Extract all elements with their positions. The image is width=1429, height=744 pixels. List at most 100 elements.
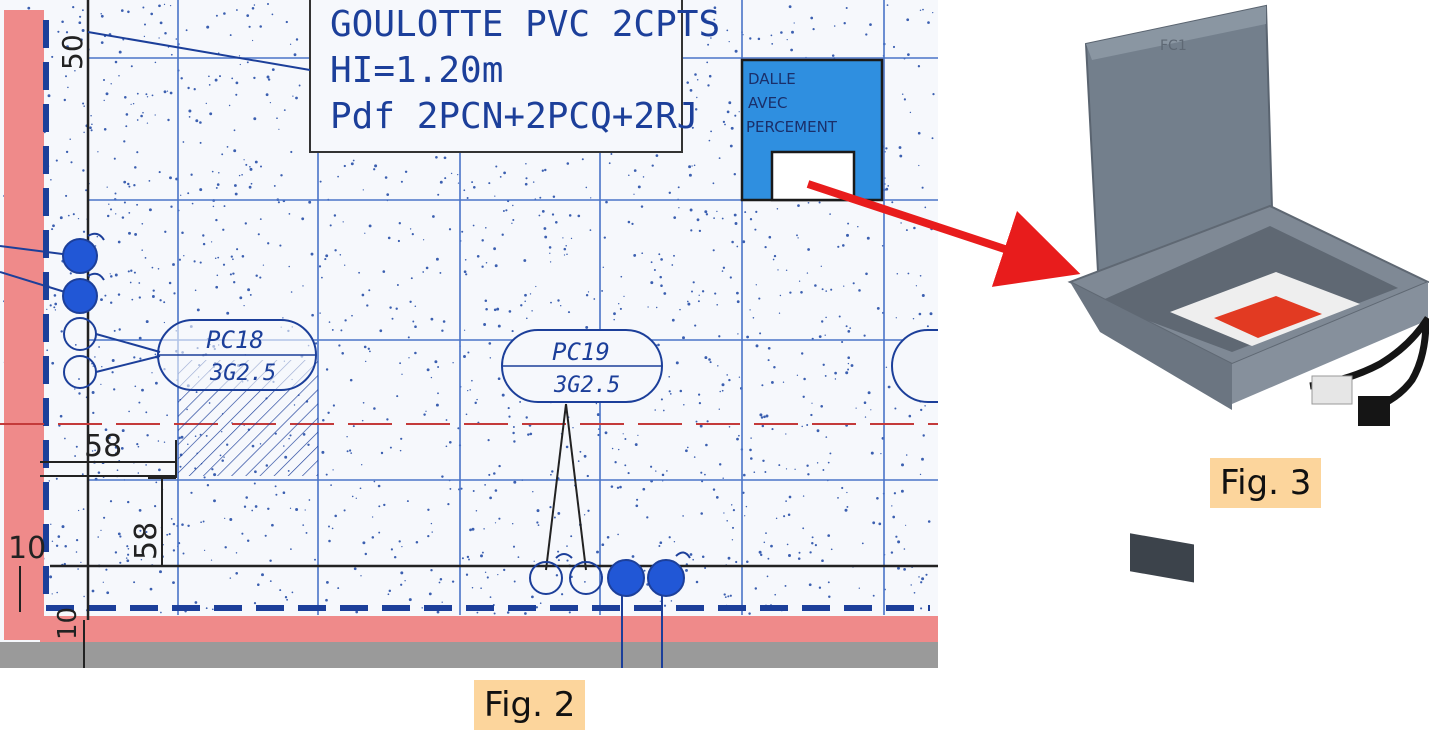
speckle — [134, 166, 137, 169]
speckle — [686, 81, 689, 84]
speckle — [118, 328, 121, 331]
speckle — [208, 84, 211, 86]
speckle — [927, 520, 931, 523]
speckle — [921, 186, 924, 189]
speckle — [486, 576, 489, 579]
speckle — [729, 594, 732, 597]
speckle — [697, 300, 700, 303]
speckle — [922, 434, 925, 437]
speckle — [810, 16, 814, 20]
speckle — [499, 176, 502, 178]
speckle — [653, 268, 656, 272]
speckle — [704, 210, 708, 214]
speckle — [343, 509, 346, 512]
speckle — [723, 593, 726, 596]
speckle — [215, 14, 218, 17]
speckle — [436, 610, 440, 614]
speckle — [187, 192, 190, 195]
speckle — [918, 312, 922, 316]
speckle — [248, 25, 251, 28]
speckle — [796, 374, 799, 376]
speckle — [481, 551, 484, 554]
speckle — [767, 346, 771, 350]
speckle — [344, 264, 346, 266]
speckle — [561, 593, 564, 596]
speckle — [92, 411, 95, 415]
speckle — [181, 523, 184, 526]
speckle — [243, 505, 247, 508]
speckle — [831, 54, 835, 57]
speckle — [193, 88, 196, 91]
speckle — [466, 197, 469, 199]
speckle — [115, 213, 117, 215]
speckle — [722, 266, 726, 269]
speckle — [465, 573, 469, 576]
speckle — [707, 84, 710, 87]
speckle — [396, 395, 399, 398]
speckle — [314, 558, 316, 561]
speckle — [880, 452, 882, 455]
speckle — [690, 290, 694, 293]
speckle — [166, 533, 169, 536]
speckle — [126, 545, 129, 548]
speckle — [47, 94, 51, 98]
speckle — [127, 10, 130, 14]
speckle — [151, 372, 153, 374]
speckle — [915, 285, 918, 287]
speckle — [729, 144, 733, 148]
speckle — [827, 581, 830, 584]
speckle — [214, 78, 218, 82]
speckle — [825, 436, 828, 438]
speckle — [77, 509, 80, 512]
speckle — [570, 535, 573, 538]
speckle — [807, 201, 810, 204]
speckle — [705, 443, 708, 447]
pc18-label: PC18 — [206, 326, 264, 354]
speckle — [401, 373, 403, 375]
speckle — [391, 317, 394, 320]
speckle — [846, 233, 849, 237]
speckle — [642, 487, 646, 491]
speckle — [710, 37, 712, 39]
speckle — [141, 222, 144, 225]
speckle — [931, 137, 934, 140]
speckle — [863, 401, 867, 404]
speckle — [114, 192, 117, 195]
speckle — [397, 239, 400, 243]
speckle — [617, 533, 619, 536]
speckle — [82, 102, 85, 105]
speckle — [673, 216, 677, 219]
speckle — [114, 445, 118, 449]
speckle — [261, 573, 264, 577]
speckle — [118, 50, 122, 54]
speckle — [302, 524, 305, 526]
speckle — [222, 228, 225, 231]
speckle — [82, 169, 85, 172]
speckle — [583, 514, 586, 516]
speckle — [109, 500, 113, 503]
speckle — [501, 233, 504, 236]
speckle — [603, 236, 606, 239]
speckle — [350, 452, 353, 454]
speckle — [451, 580, 455, 583]
slab-label-line-3: PERCEMENT — [746, 118, 838, 136]
speckle — [565, 445, 569, 449]
speckle — [412, 320, 415, 323]
speckle — [247, 288, 251, 292]
speckle — [282, 317, 284, 319]
speckle — [337, 175, 339, 178]
speckle — [145, 93, 148, 96]
speckle — [762, 459, 765, 463]
speckle — [209, 112, 213, 116]
speckle — [223, 205, 226, 208]
speckle — [461, 557, 464, 560]
speckle — [72, 5, 75, 9]
speckle — [797, 204, 800, 207]
speckle — [738, 111, 740, 113]
speckle — [601, 289, 604, 292]
speckle — [613, 318, 615, 321]
speckle — [275, 493, 278, 496]
speckle — [682, 515, 684, 517]
speckle — [467, 351, 470, 354]
speckle — [733, 173, 736, 176]
